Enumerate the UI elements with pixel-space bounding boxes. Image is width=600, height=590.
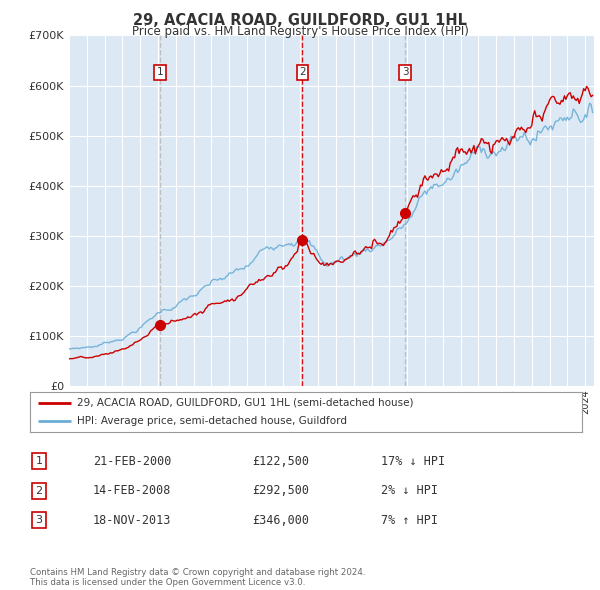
Text: 3: 3 (35, 516, 43, 525)
Text: 18-NOV-2013: 18-NOV-2013 (93, 514, 172, 527)
Text: 1: 1 (35, 457, 43, 466)
Text: 3: 3 (401, 67, 409, 77)
Text: 14-FEB-2008: 14-FEB-2008 (93, 484, 172, 497)
Text: 29, ACACIA ROAD, GUILDFORD, GU1 1HL (semi-detached house): 29, ACACIA ROAD, GUILDFORD, GU1 1HL (sem… (77, 398, 413, 408)
Text: 2% ↓ HPI: 2% ↓ HPI (381, 484, 438, 497)
Text: Price paid vs. HM Land Registry's House Price Index (HPI): Price paid vs. HM Land Registry's House … (131, 25, 469, 38)
Text: £292,500: £292,500 (252, 484, 309, 497)
Text: 21-FEB-2000: 21-FEB-2000 (93, 455, 172, 468)
Text: 29, ACACIA ROAD, GUILDFORD, GU1 1HL: 29, ACACIA ROAD, GUILDFORD, GU1 1HL (133, 13, 467, 28)
Text: 2: 2 (35, 486, 43, 496)
Text: HPI: Average price, semi-detached house, Guildford: HPI: Average price, semi-detached house,… (77, 416, 347, 426)
Text: £122,500: £122,500 (252, 455, 309, 468)
Text: 7% ↑ HPI: 7% ↑ HPI (381, 514, 438, 527)
Text: 2: 2 (299, 67, 306, 77)
Text: Contains HM Land Registry data © Crown copyright and database right 2024.
This d: Contains HM Land Registry data © Crown c… (30, 568, 365, 587)
Text: 1: 1 (157, 67, 163, 77)
Text: £346,000: £346,000 (252, 514, 309, 527)
Text: 17% ↓ HPI: 17% ↓ HPI (381, 455, 445, 468)
